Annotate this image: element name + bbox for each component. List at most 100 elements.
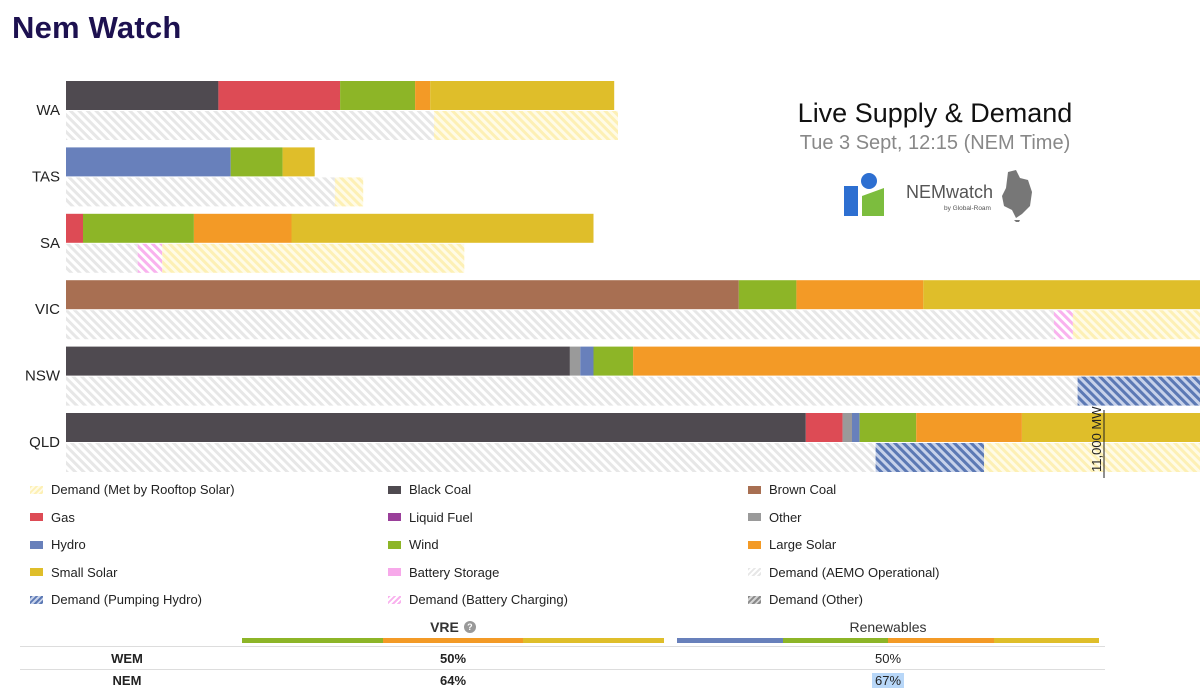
supply-bar-sa-wind[interactable] [83, 213, 194, 243]
app-title: Nem Watch [12, 10, 182, 45]
supply-bar-qld-small-solar[interactable] [1021, 413, 1200, 442]
supply-bar-qld-gas[interactable] [805, 413, 843, 442]
demand-bar-vic-demand-battery-charging[interactable] [1054, 310, 1073, 340]
vre-bar-large-solar [382, 638, 524, 643]
demand-bar-tas-demand-rooftop-solar[interactable] [334, 177, 364, 207]
supply-bar-qld-wind[interactable] [859, 413, 917, 442]
demand-bar-sa-demand-rooftop-solar[interactable] [162, 243, 465, 273]
legend-item-liquid-fuel[interactable]: Liquid Fuel [388, 510, 473, 525]
legend-item-other[interactable]: Other [748, 510, 802, 525]
renewables-bar-large-solar [888, 638, 994, 643]
demand-bar-vic-demand-aemo-operational[interactable] [66, 310, 1054, 340]
supply-bar-vic-small-solar[interactable] [923, 280, 1200, 310]
legend-label: Other [769, 509, 802, 525]
supply-bar-nsw-other[interactable] [569, 346, 581, 376]
table-row-nem-renewables: 67% [871, 673, 905, 688]
demand-bar-sa-demand-battery-charging[interactable] [137, 243, 163, 273]
legend-item-demand-rooftop-solar[interactable]: Demand (Met by Rooftop Solar) [30, 482, 235, 497]
legend-label: Large Solar [769, 537, 837, 552]
supply-bar-vic-brown-coal[interactable] [66, 280, 739, 310]
supply-bar-wa-gas[interactable] [218, 81, 341, 110]
supply-bar-sa-large-solar[interactable] [193, 213, 292, 243]
region-label-nsw: NSW [25, 368, 61, 385]
supply-bar-nsw-black-coal[interactable] [66, 346, 570, 376]
supply-bar-vic-wind[interactable] [738, 280, 797, 310]
supply-bar-wa-small-solar[interactable] [430, 81, 615, 110]
supply-bar-nsw-wind[interactable] [593, 346, 634, 376]
demand-bar-wa-demand-aemo-operational[interactable] [66, 111, 434, 140]
legend-label: Demand (Met by Rooftop Solar) [51, 482, 235, 497]
legend-item-small-solar[interactable]: Small Solar [30, 565, 117, 580]
legend-label: Hydro [51, 537, 86, 552]
supply-bar-wa-large-solar[interactable] [415, 81, 431, 110]
legend-label: Brown Coal [769, 482, 837, 497]
region-label-vic: VIC [35, 301, 60, 318]
supply-bar-qld-large-solar[interactable] [916, 413, 1022, 442]
table-row-wem-vre: 50% [439, 651, 467, 666]
table-row-nem-renewables-cell: 67% [677, 673, 1099, 688]
i-logo [844, 173, 884, 216]
renewables-bar-small-solar [993, 638, 1099, 643]
vre-bar-wind [242, 638, 383, 643]
supply-demand-chart: WA TAS SA VIC NSW QLD [25, 81, 1200, 478]
legend-item-demand-battery-charging[interactable]: Demand (Battery Charging) [388, 592, 568, 607]
legend-swatch [388, 513, 401, 521]
legend-label: Black Coal [409, 482, 472, 497]
legend-swatch [30, 568, 43, 576]
supply-bar-sa-small-solar[interactable] [291, 213, 594, 243]
supply-bar-qld-other[interactable] [842, 413, 852, 442]
legend-swatch [30, 485, 43, 494]
vre-header: VRE ? [242, 619, 664, 635]
legend-item-wind[interactable]: Wind [388, 537, 439, 552]
legend-item-large-solar[interactable]: Large Solar [748, 537, 836, 552]
legend-swatch [388, 485, 401, 494]
nemwatch-logo-text: NEMwatch [906, 182, 993, 202]
legend-label: Demand (Other) [769, 592, 863, 607]
legend-item-black-coal[interactable]: Black Coal [388, 482, 471, 497]
help-icon[interactable]: ? [463, 621, 476, 633]
legend-swatch [30, 513, 43, 521]
renewables-bar-hydro [677, 638, 783, 643]
axis-max-label: 11,000 MW [1089, 406, 1104, 472]
legend-item-demand-aemo-operational[interactable]: Demand (AEMO Operational) [748, 565, 940, 580]
legend-item-brown-coal[interactable]: Brown Coal [748, 482, 836, 497]
legend-label: Gas [51, 509, 75, 525]
demand-bar-wa-demand-rooftop-solar[interactable] [434, 111, 618, 140]
legend-item-gas[interactable]: Gas [30, 510, 75, 525]
axis-max-label-text: 11,000 MW [1089, 406, 1104, 472]
demand-bar-nsw-demand-pumping-hydro[interactable] [1077, 376, 1200, 406]
legend-label: Battery Storage [409, 564, 500, 580]
vre-header-label: VRE [430, 619, 459, 635]
supply-bar-nsw-large-solar[interactable] [633, 346, 1200, 376]
supply-bar-wa-wind[interactable] [340, 81, 416, 110]
supply-bar-qld-hydro[interactable] [852, 413, 860, 442]
supply-bar-qld-black-coal[interactable] [66, 413, 806, 442]
demand-bar-qld-demand-rooftop-solar[interactable] [984, 443, 1200, 472]
supply-bar-sa-gas[interactable] [66, 213, 83, 243]
demand-bar-qld-demand-pumping-hydro[interactable] [875, 443, 985, 472]
supply-bar-nsw-hydro[interactable] [580, 346, 594, 376]
supply-bar-vic-large-solar[interactable] [796, 280, 924, 310]
legend-item-hydro[interactable]: Hydro [30, 537, 86, 552]
renewables-color-bar [677, 638, 1099, 643]
legend-item-demand-other[interactable]: Demand (Other) [748, 592, 863, 607]
demand-bar-nsw-demand-aemo-operational[interactable] [66, 376, 1078, 406]
table-row-nem-market: NEM [112, 673, 142, 688]
demand-bar-sa-demand-aemo-operational[interactable] [66, 243, 138, 273]
nemwatch-logo-subtext: by Global-Roam [944, 205, 991, 212]
demand-bar-qld-demand-aemo-operational[interactable] [66, 443, 876, 472]
legend-label: Liquid Fuel [409, 509, 473, 525]
legend-swatch [748, 540, 761, 549]
supply-bar-tas-wind[interactable] [230, 147, 283, 177]
supply-bar-tas-hydro[interactable] [66, 147, 231, 177]
supply-bar-wa-black-coal[interactable] [66, 81, 219, 110]
renewables-bar-wind [782, 638, 888, 643]
legend-item-demand-pumping-hydro[interactable]: Demand (Pumping Hydro) [30, 592, 202, 607]
supply-bar-tas-small-solar[interactable] [282, 147, 315, 177]
legend-item-battery-storage[interactable]: Battery Storage [388, 565, 499, 580]
demand-bar-tas-demand-aemo-operational[interactable] [66, 177, 335, 207]
renewables-header: Renewables [849, 619, 927, 635]
region-label-wa: WA [36, 102, 60, 119]
demand-bar-vic-demand-rooftop-solar[interactable] [1072, 310, 1200, 340]
nemwatch-logo: NEMwatch by Global-Roam [906, 170, 1032, 222]
